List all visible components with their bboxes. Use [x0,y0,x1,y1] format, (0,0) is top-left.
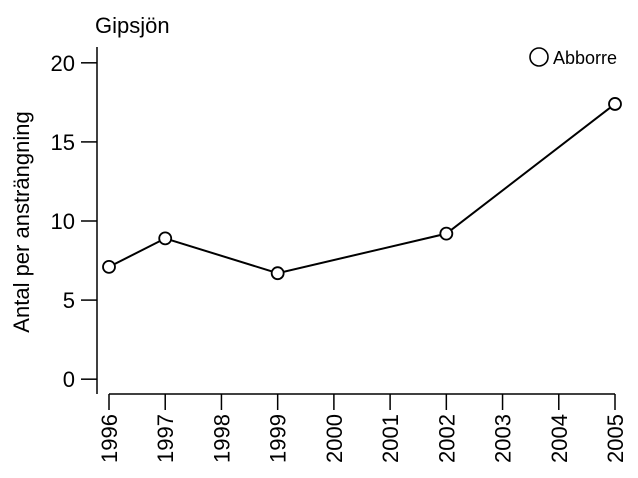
x-tick-label: 1999 [266,414,291,463]
y-tick-label: 5 [63,288,75,313]
legend-marker-icon [529,47,549,67]
x-tick-label: 1998 [209,414,234,463]
data-point [102,259,116,274]
y-axis-title: Antal per ansträngning [9,111,34,332]
x-tick-label: 1997 [153,414,178,463]
x-tick-label: 2003 [491,414,516,463]
y-axis-ticks: 0 5 10 15 20 [51,51,97,392]
series-layer [102,97,622,281]
x-tick-label: 2004 [547,414,572,463]
data-point [439,226,454,241]
data-point [270,266,285,281]
x-tick-label: 2000 [322,414,347,463]
y-tick-label: 10 [51,209,75,234]
y-tick-label: 20 [51,51,75,76]
y-tick-label: 15 [51,130,75,155]
x-tick-label: 2001 [378,414,403,463]
y-tick-label: 0 [63,367,75,392]
data-point [158,231,173,246]
legend-label: Abborre [553,48,617,68]
x-tick-label: 1996 [97,414,122,463]
chart-title: Gipsjön [95,13,170,38]
series-line [108,103,616,275]
x-tick-label: 2005 [603,414,628,463]
legend: Abborre [529,47,617,68]
x-axis-ticks: 1996 1997 1998 1999 2000 2001 2002 2003 2004 2005 [97,394,628,463]
x-tick-label: 2002 [434,414,459,463]
data-point [608,97,622,111]
